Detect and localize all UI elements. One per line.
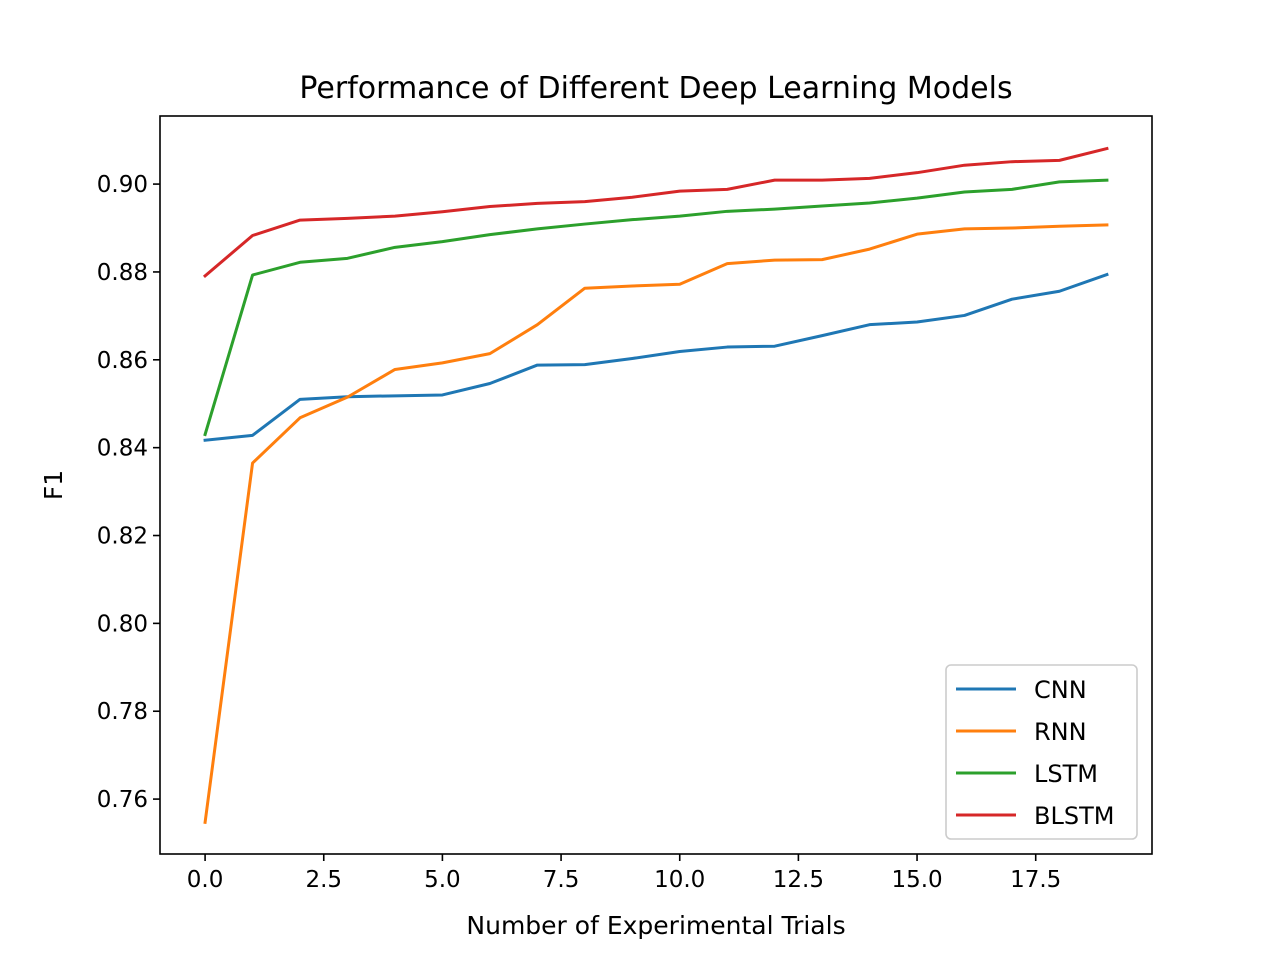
x-tick-label: 0.0 [187, 867, 224, 893]
x-axis-label: Number of Experimental Trials [466, 911, 845, 940]
y-axis-label: F1 [39, 470, 68, 500]
x-tick-label: 5.0 [424, 867, 461, 893]
axes-frame [159, 115, 1153, 855]
y-tick-label: 0.78 [97, 699, 148, 725]
series-line-cnn [203, 272, 1109, 442]
legend-box [945, 664, 1138, 840]
y-tick-label: 0.88 [97, 260, 148, 286]
y-tick-label: 0.80 [97, 611, 148, 637]
y-tick-label: 0.90 [97, 172, 148, 198]
legend-label-rnn: RNN [1034, 718, 1087, 746]
y-axis: 0.76 0.78 0.80 0.82 0.84 0.86 0.88 0.90 [97, 172, 160, 813]
x-tick-label: 10.0 [654, 867, 705, 893]
x-tick-label: 17.5 [1010, 867, 1061, 893]
chart-title: Performance of Different Deep Learning M… [299, 71, 1012, 106]
legend-label-lstm: LSTM [1034, 760, 1098, 788]
y-tick-label: 0.82 [97, 524, 148, 550]
x-tick-label: 2.5 [305, 867, 342, 893]
y-tick-label: 0.84 [97, 436, 148, 462]
x-tick-label: 12.5 [773, 867, 824, 893]
x-tick-label: 7.5 [543, 867, 580, 893]
series-line-blstm [202, 146, 1109, 279]
y-tick-label: 0.76 [97, 787, 148, 813]
y-tick-label: 0.86 [97, 348, 148, 374]
series-line-rnn [203, 223, 1109, 825]
x-tick-label: 15.0 [891, 867, 942, 893]
series-line-lstm [203, 178, 1109, 437]
legend-label-cnn: CNN [1034, 676, 1087, 704]
x-axis: 0.0 2.5 5.0 7.5 10.0 12.5 15.0 17.5 [187, 854, 1061, 893]
series-layer [202, 146, 1109, 825]
plot-area [159, 115, 1153, 855]
legend: CNN RNN LSTM BLSTM [945, 664, 1138, 840]
legend-label-blstm: BLSTM [1034, 802, 1114, 830]
